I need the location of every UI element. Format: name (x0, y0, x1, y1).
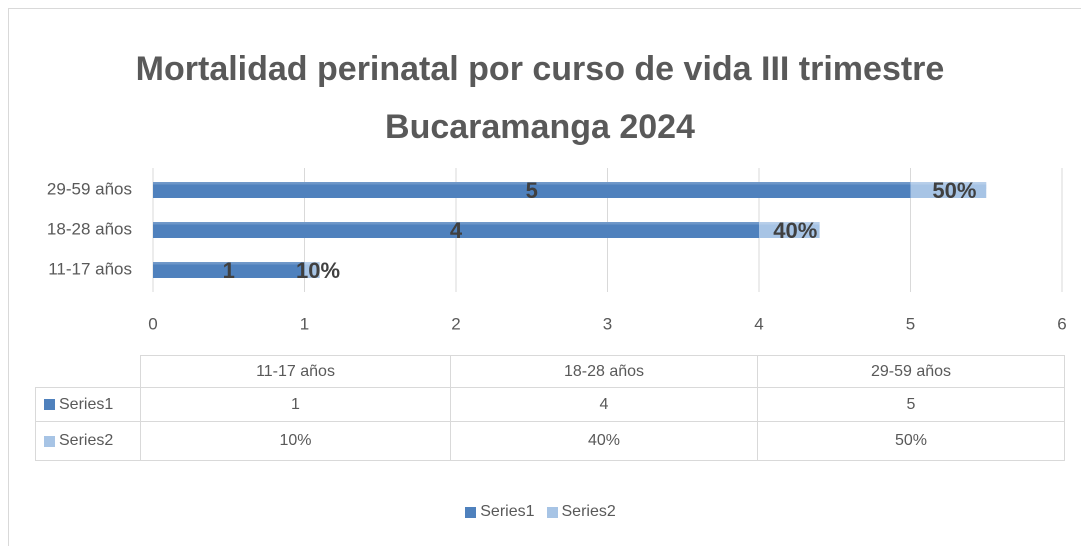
table-header: 29-59 años (757, 355, 1065, 388)
table-series-name: Series2 (59, 432, 114, 449)
legend-label: Series1 (480, 503, 535, 520)
data-label: 50% (932, 178, 976, 203)
table-cell: 10% (140, 421, 451, 461)
x-tick-label: 3 (603, 314, 612, 333)
bar-shine (153, 262, 305, 269)
legend-label: Series2 (561, 503, 616, 520)
x-tick-label: 4 (754, 314, 763, 333)
bar-shine (304, 262, 320, 269)
table-series-label: Series1 (35, 387, 141, 422)
table-cell: 50% (757, 421, 1065, 461)
bar-shine (759, 222, 820, 229)
table-cell: 4 (450, 387, 758, 422)
table-header: 18-28 años (450, 355, 758, 388)
legend-key (465, 506, 477, 518)
y-tick-label: 11-17 años (48, 259, 132, 278)
legend-key (44, 435, 55, 447)
legend-key (44, 399, 55, 410)
x-tick-label: 0 (148, 314, 157, 333)
data-label: 1 (223, 258, 235, 283)
bar-shine (910, 182, 987, 189)
table-cell: 40% (450, 421, 758, 461)
data-label: 10% (296, 258, 340, 283)
data-label: 4 (450, 218, 463, 243)
table-cell: 5 (757, 387, 1065, 422)
legend-item: Series1 (465, 503, 535, 521)
plot: 0 1 2 3 4 5 6 11-17 años 18-28 años 29-59 años 1 4 5… (47, 168, 1067, 333)
bar-shine (153, 222, 759, 229)
table-cell: 1 (140, 387, 451, 422)
table-series-label: Series2 (35, 421, 141, 461)
data-label: 5 (526, 178, 538, 203)
y-tick-label: 18-28 años (47, 219, 132, 238)
data-label: 40% (773, 218, 817, 243)
x-tick-label: 1 (300, 314, 309, 333)
table-series-name: Series1 (59, 395, 114, 413)
legend-key (546, 506, 558, 518)
bar-shine (153, 182, 911, 189)
legend-item: Series2 (546, 503, 616, 521)
chart-title: Mortalidad perinatal por curso de vida I… (135, 50, 945, 146)
x-tick-label: 6 (1057, 314, 1066, 333)
chart-area (8, 8, 1081, 546)
x-tick-label: 5 (906, 314, 915, 333)
x-tick-label: 2 (451, 314, 460, 333)
table-header: 11-17 años (140, 355, 451, 388)
legend: Series1 Series2 (0, 503, 1081, 523)
y-tick-label: 29-59 años (47, 179, 132, 198)
